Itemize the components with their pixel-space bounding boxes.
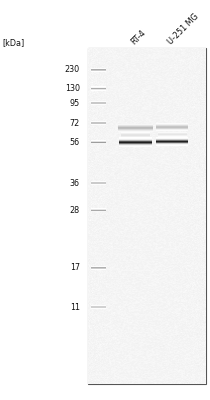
Text: 230: 230	[65, 66, 80, 74]
Bar	[88, 48, 206, 384]
Text: U-251 MG: U-251 MG	[166, 12, 200, 46]
Text: 28: 28	[70, 206, 80, 215]
Text: 36: 36	[70, 179, 80, 188]
Text: 17: 17	[70, 264, 80, 272]
Text: RT-4: RT-4	[129, 28, 147, 46]
Text: [kDa]: [kDa]	[2, 38, 24, 47]
Text: 11: 11	[70, 303, 80, 312]
Text: 95: 95	[70, 99, 80, 108]
Text: 130: 130	[65, 84, 80, 93]
Text: 72: 72	[70, 119, 80, 128]
Text: 56: 56	[70, 138, 80, 147]
